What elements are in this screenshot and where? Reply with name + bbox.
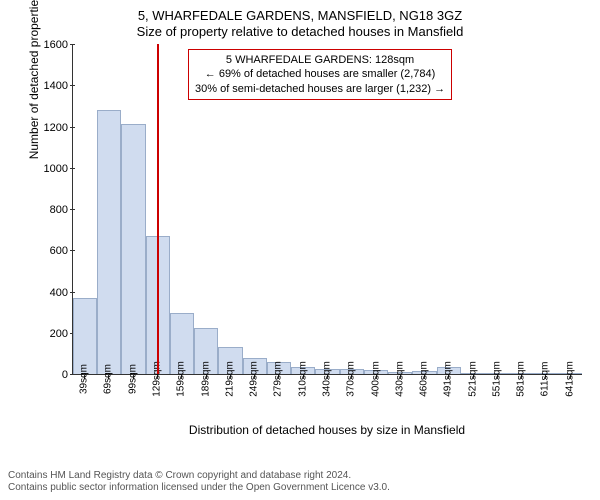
x-tick-label: 69sqm (103, 364, 114, 394)
x-tick-label: 189sqm (200, 361, 211, 397)
chart-area: Number of detached properties 0200400600… (44, 45, 600, 425)
annotation-line1: 5 WHARFEDALE GARDENS: 128sqm (195, 53, 445, 67)
x-tick-label: 641sqm (564, 361, 575, 397)
y-tick-label: 400 (50, 287, 68, 299)
x-tick-label: 430sqm (394, 361, 405, 397)
x-tick-label: 581sqm (516, 361, 527, 397)
x-tick: 340sqm (315, 375, 339, 423)
histogram-bar (73, 298, 97, 374)
x-tick: 99sqm (121, 375, 145, 423)
x-tick-label: 370sqm (346, 361, 357, 397)
x-tick-label: 521sqm (467, 361, 478, 397)
x-tick-label: 340sqm (321, 361, 332, 397)
x-tick: 430sqm (388, 375, 412, 423)
y-tick-label: 1200 (44, 122, 68, 134)
x-axis-ticks: 39sqm69sqm99sqm129sqm159sqm189sqm219sqm2… (72, 375, 582, 423)
x-tick-label: 39sqm (79, 364, 90, 394)
annotation-line3: 30% of semi-detached houses are larger (… (195, 82, 445, 96)
y-axis-ticks: 02004006008001000120014001600 (44, 45, 72, 375)
x-tick-label: 310sqm (297, 361, 308, 397)
x-tick: 460sqm (412, 375, 436, 423)
y-axis-label: Number of detached properties (27, 0, 41, 159)
x-tick: 249sqm (242, 375, 266, 423)
y-tick-label: 1400 (44, 80, 68, 92)
y-tick-label: 1000 (44, 163, 68, 175)
x-tick-label: 249sqm (249, 361, 260, 397)
x-axis-label: Distribution of detached houses by size … (72, 423, 582, 437)
x-tick: 129sqm (145, 375, 169, 423)
footer: Contains HM Land Registry data © Crown c… (8, 470, 592, 494)
chart-title-main: 5, WHARFEDALE GARDENS, MANSFIELD, NG18 3… (8, 8, 592, 23)
x-tick: 370sqm (339, 375, 363, 423)
x-tick: 521sqm (461, 375, 485, 423)
y-tick-label: 200 (50, 328, 68, 340)
y-tick-label: 800 (50, 204, 68, 216)
x-tick-label: 491sqm (443, 361, 454, 397)
x-tick-label: 99sqm (127, 364, 138, 394)
x-tick-label: 219sqm (224, 361, 235, 397)
chart-container: 5, WHARFEDALE GARDENS, MANSFIELD, NG18 3… (0, 0, 600, 500)
x-tick: 39sqm (72, 375, 96, 423)
footer-line2: Contains public sector information licen… (8, 482, 592, 494)
x-tick: 279sqm (266, 375, 290, 423)
x-tick-label: 400sqm (370, 361, 381, 397)
chart-title-sub: Size of property relative to detached ho… (8, 24, 592, 39)
x-tick-label: 460sqm (419, 361, 430, 397)
x-tick-label: 279sqm (273, 361, 284, 397)
annotation-line2: ← 69% of detached houses are smaller (2,… (195, 67, 445, 81)
y-tick-label: 0 (62, 369, 68, 381)
x-tick: 159sqm (169, 375, 193, 423)
x-tick-label: 159sqm (176, 361, 187, 397)
x-tick-label: 611sqm (540, 362, 551, 397)
histogram-bar (97, 110, 121, 374)
x-tick: 551sqm (485, 375, 509, 423)
x-tick: 189sqm (193, 375, 217, 423)
x-tick-label: 551sqm (491, 361, 502, 397)
footer-line1: Contains HM Land Registry data © Crown c… (8, 470, 592, 482)
y-tick-label: 1600 (44, 39, 68, 51)
x-tick: 310sqm (291, 375, 315, 423)
marker-line (157, 44, 159, 374)
x-tick: 611sqm (533, 375, 557, 423)
x-tick: 219sqm (218, 375, 242, 423)
annotation-box: 5 WHARFEDALE GARDENS: 128sqm ← 69% of de… (188, 49, 452, 100)
y-tick-label: 600 (50, 245, 68, 257)
histogram-bar (121, 124, 145, 374)
x-tick: 69sqm (96, 375, 120, 423)
x-tick: 400sqm (363, 375, 387, 423)
plot-area: 5 WHARFEDALE GARDENS: 128sqm ← 69% of de… (72, 45, 582, 375)
x-tick: 491sqm (436, 375, 460, 423)
x-tick: 641sqm (558, 375, 582, 423)
x-tick: 581sqm (509, 375, 533, 423)
